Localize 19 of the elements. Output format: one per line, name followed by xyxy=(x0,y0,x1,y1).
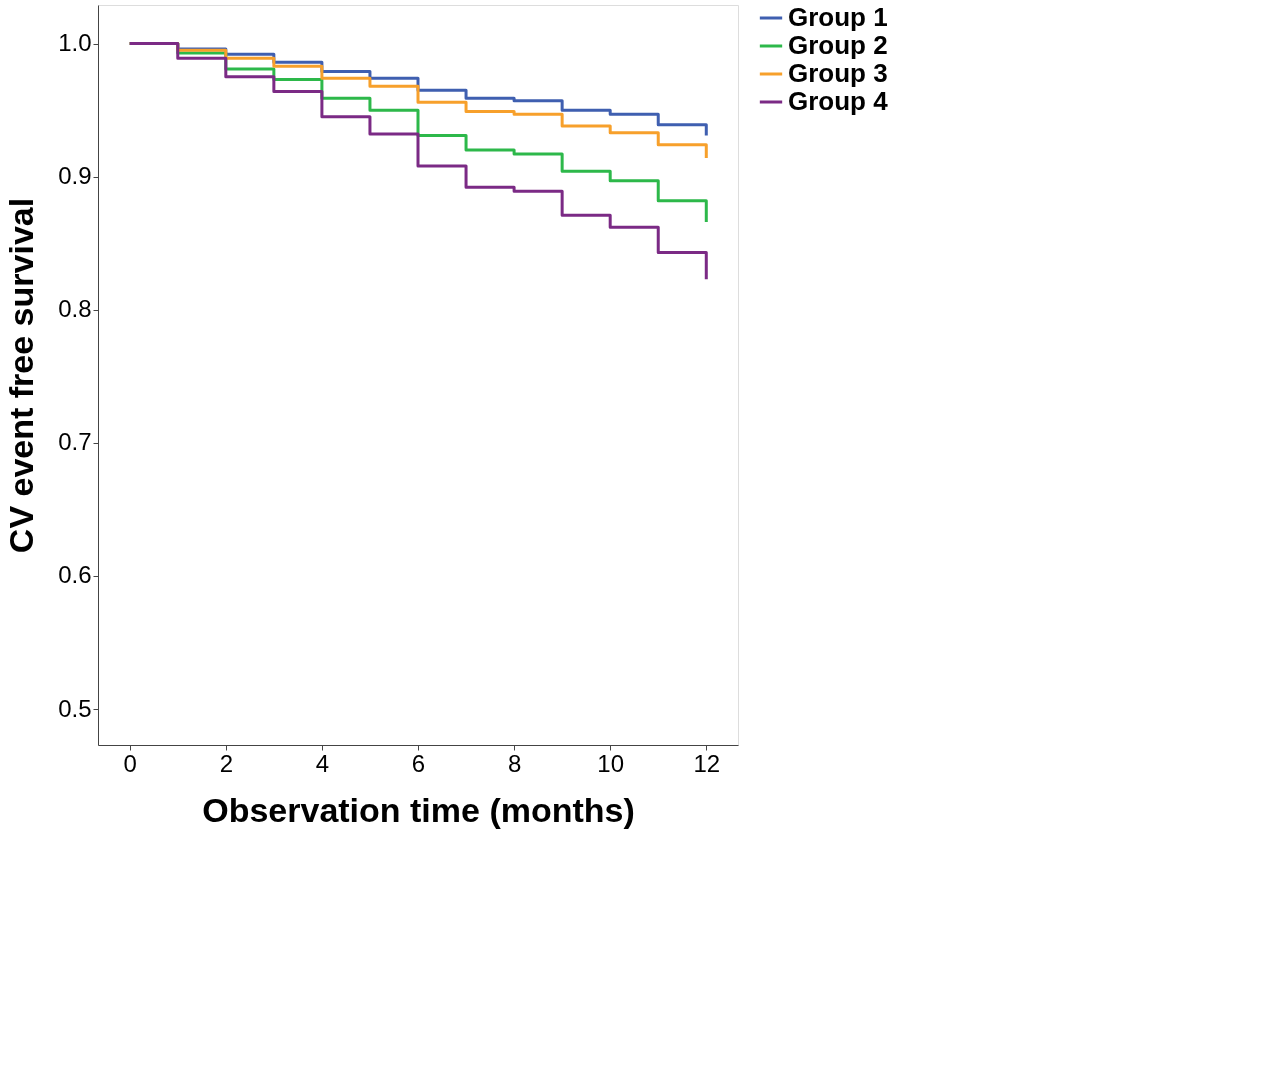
legend-label: Group 3 xyxy=(788,58,888,88)
y-axis-title: CV event free survival xyxy=(2,197,41,554)
x-tick-label: 0 xyxy=(123,749,137,777)
x-tick-label: 12 xyxy=(693,749,721,777)
x-axis-title: Observation time (months) xyxy=(202,790,635,829)
y-tick-label: 1.0 xyxy=(58,29,92,57)
y-tick-label: 0.9 xyxy=(58,162,92,190)
x-tick-label: 2 xyxy=(219,749,233,777)
x-tick-label: 4 xyxy=(315,749,330,777)
x-tick-label: 6 xyxy=(411,749,426,777)
y-tick-label: 0.5 xyxy=(58,694,92,722)
x-tick-label: 8 xyxy=(507,749,522,777)
y-tick-label: 0.7 xyxy=(58,428,92,456)
legend-label: Group 1 xyxy=(788,2,888,32)
x-tick-label: 10 xyxy=(597,749,625,777)
y-tick-label: 0.8 xyxy=(58,295,92,323)
legend-label: Group 4 xyxy=(788,86,889,116)
y-tick-label: 0.6 xyxy=(58,561,92,589)
legend-label: Group 2 xyxy=(788,30,888,60)
